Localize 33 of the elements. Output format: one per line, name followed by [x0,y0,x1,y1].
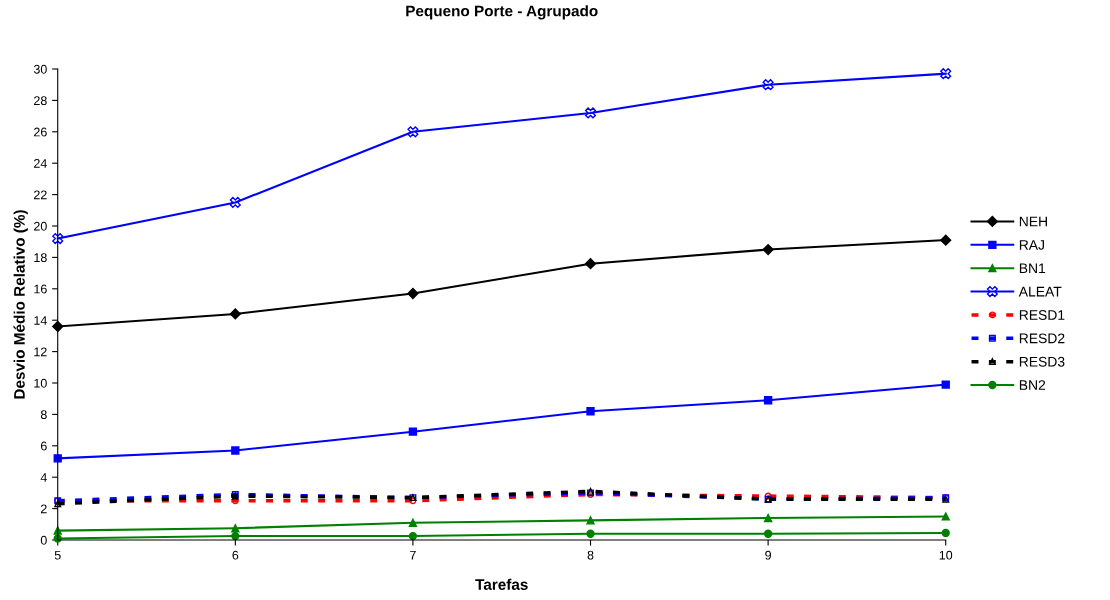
y-tick-label: 8 [40,410,47,420]
y-tick-label: 12 [34,347,47,357]
legend-label: RAJ [1019,240,1044,250]
y-tick-label: 20 [34,221,47,231]
y-tick-label: 6 [40,441,47,451]
y-tick-label: 30 [33,64,47,74]
chart-title: Pequeno Porte - Agrupado [406,5,598,20]
x-tick-label: 5 [54,550,61,560]
legend-label: RESD2 [1019,333,1065,344]
y-tick-label: 24 [34,159,47,168]
y-tick-label: 28 [34,96,47,106]
y-tick-label: 0 [40,535,47,545]
legend-label: RESD3 [1019,356,1065,367]
x-tick-label: 9 [765,550,771,560]
y-tick-label: 10 [34,378,47,388]
y-tick-label: 4 [40,473,47,482]
x-tick-label: 7 [410,550,416,560]
legend-label: BN2 [1019,380,1046,390]
y-tick-label: 16 [34,284,47,294]
x-tick-label: 10 [939,550,953,560]
y-tick-label: 2 [40,504,47,514]
legend-label: NEH [1019,216,1047,227]
x-axis-title: Tarefas [475,578,528,590]
x-tick-label: 6 [232,550,239,560]
legend-label: ALEAT [1018,286,1062,297]
y-tick-label: 26 [34,127,47,137]
y-tick-label: 22 [34,190,47,200]
y-tick-label: 18 [34,253,47,263]
legend-label: BN1 [1019,263,1046,274]
y-axis-title: Desvio Médio Relativo (%) [13,210,28,399]
x-tick-label: 8 [587,550,594,560]
y-tick-label: 14 [34,316,47,325]
legend-label: RESD1 [1019,310,1065,320]
